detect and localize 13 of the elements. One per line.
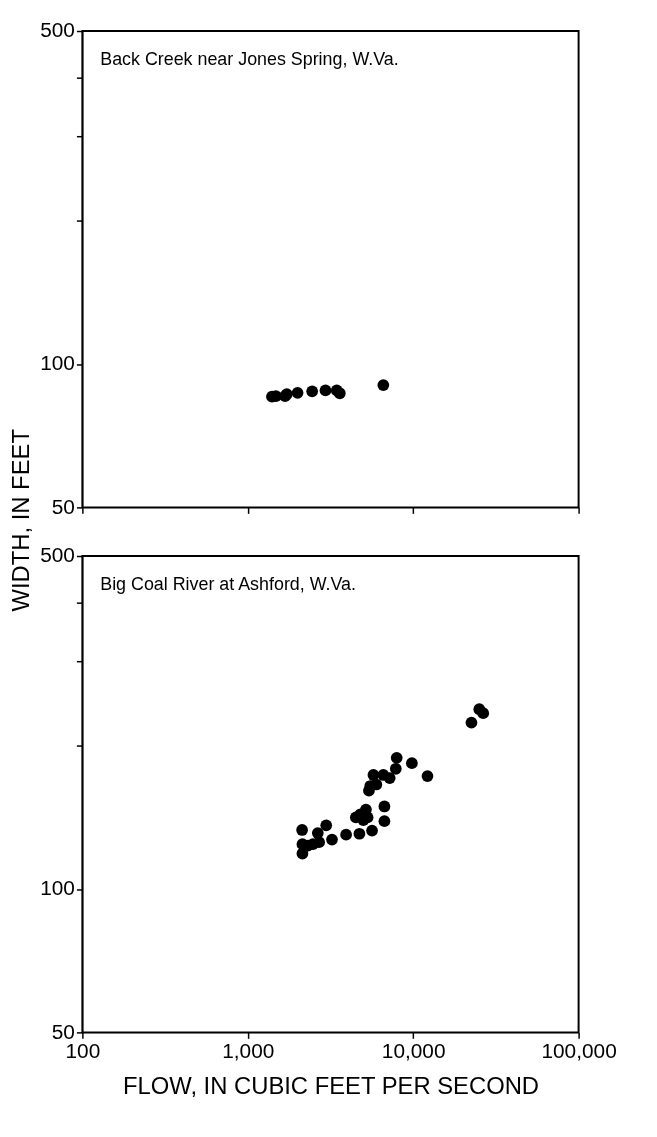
x-tick-label: 1,000 <box>222 1038 275 1062</box>
y-tick-label: 500 <box>40 543 75 567</box>
y-tick-label: 50 <box>51 1019 75 1043</box>
y-tick-label: 100 <box>40 351 75 375</box>
text: Big Coal River at Ashford, W.Va. <box>100 573 356 594</box>
x-axis-title: FLOW, IN CUBIC FEET PER SECOND <box>122 1072 540 1100</box>
x-tick-label: 100,000 <box>541 1038 617 1062</box>
x-tick-label: 10,000 <box>381 1038 446 1062</box>
text: Back Creek near Jones Spring, W.Va. <box>100 48 399 69</box>
y-tick-label: 100 <box>40 876 75 900</box>
y-axis-title: WIDTH, IN FEET <box>6 429 34 612</box>
y-tick-label: 50 <box>51 494 75 518</box>
y-tick-label: 500 <box>40 18 75 42</box>
